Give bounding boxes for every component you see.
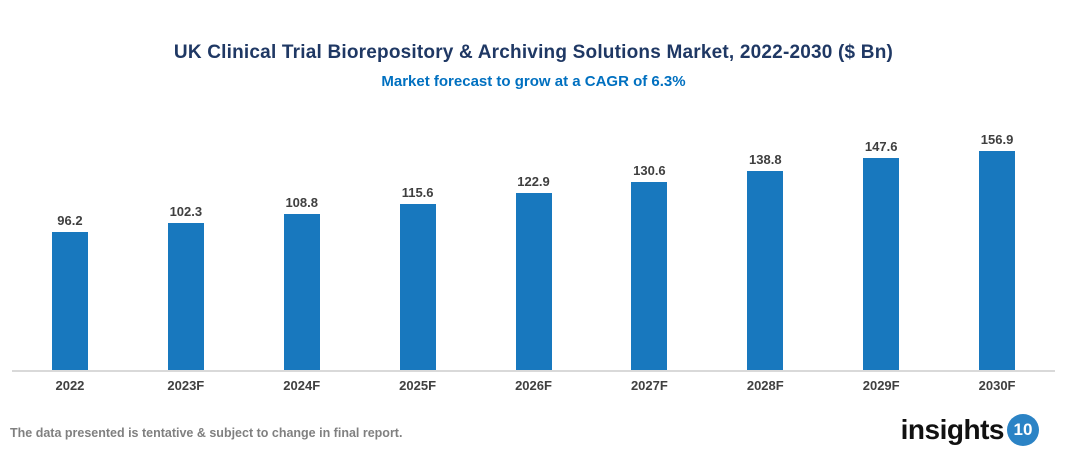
bar-value-label: 138.8	[749, 152, 782, 167]
x-axis-label: 2023F	[167, 378, 205, 393]
logo-wordmark: insights	[900, 414, 1005, 445]
bar-column: 156.9	[939, 132, 1055, 370]
bar-value-label: 108.8	[285, 195, 318, 210]
bar	[399, 204, 436, 370]
bar	[283, 214, 320, 370]
bar-column: 102.3	[128, 132, 244, 370]
bar-value-label: 122.9	[517, 174, 550, 189]
bar-value-label: 102.3	[169, 204, 203, 219]
x-axis-label: 2025F	[399, 378, 437, 393]
bar	[979, 151, 1016, 370]
x-axis-label: 2030F	[978, 378, 1016, 393]
bar-value-label: 147.6	[864, 139, 898, 154]
chart-subtitle: Market forecast to grow at a CAGR of 6.3…	[381, 73, 686, 90]
bar-column: 108.8	[244, 132, 360, 370]
x-axis-label: 2028F	[746, 378, 784, 393]
bar-column: 96.2	[12, 132, 128, 370]
bar	[167, 223, 204, 370]
bar	[51, 232, 88, 370]
bar-value-label: 96.2	[57, 213, 83, 228]
bar	[863, 158, 900, 370]
bar-column: 130.6	[591, 132, 707, 370]
bar-value-label: 130.6	[633, 163, 666, 178]
insights10-logo: insights 10	[901, 414, 1039, 446]
x-axis-labels: 2022 2023F 2024F 2025F 2026F 2027F 2028F 2029F 2…	[12, 378, 1055, 393]
bar-column: 115.6	[360, 132, 476, 370]
bar-column: 122.9	[476, 132, 592, 370]
x-axis-label: 2029F	[862, 378, 900, 393]
x-axis-label: 2026F	[515, 378, 552, 393]
x-axis-label: 2024F	[283, 378, 321, 393]
bar-chart-plot-area: 96.2 102.3 108.8 115.6 122.9 130.6 138.8 147.6 1…	[12, 132, 1055, 372]
x-axis-label: 2027F	[630, 378, 668, 393]
bar-column: 147.6	[823, 132, 939, 370]
bar	[747, 171, 784, 370]
bar	[515, 193, 552, 370]
bar-value-label: 115.6	[401, 185, 434, 200]
disclaimer-text: The data presented is tentative & subjec…	[10, 426, 403, 440]
bar-column: 138.8	[707, 132, 823, 370]
bar-value-label: 156.9	[980, 132, 1014, 147]
x-axis-label: 2022	[55, 378, 85, 393]
chart-title: UK Clinical Trial Biorepository & Archiv…	[173, 42, 894, 63]
bar	[631, 182, 668, 370]
logo-badge-circle: 10	[1007, 414, 1039, 446]
